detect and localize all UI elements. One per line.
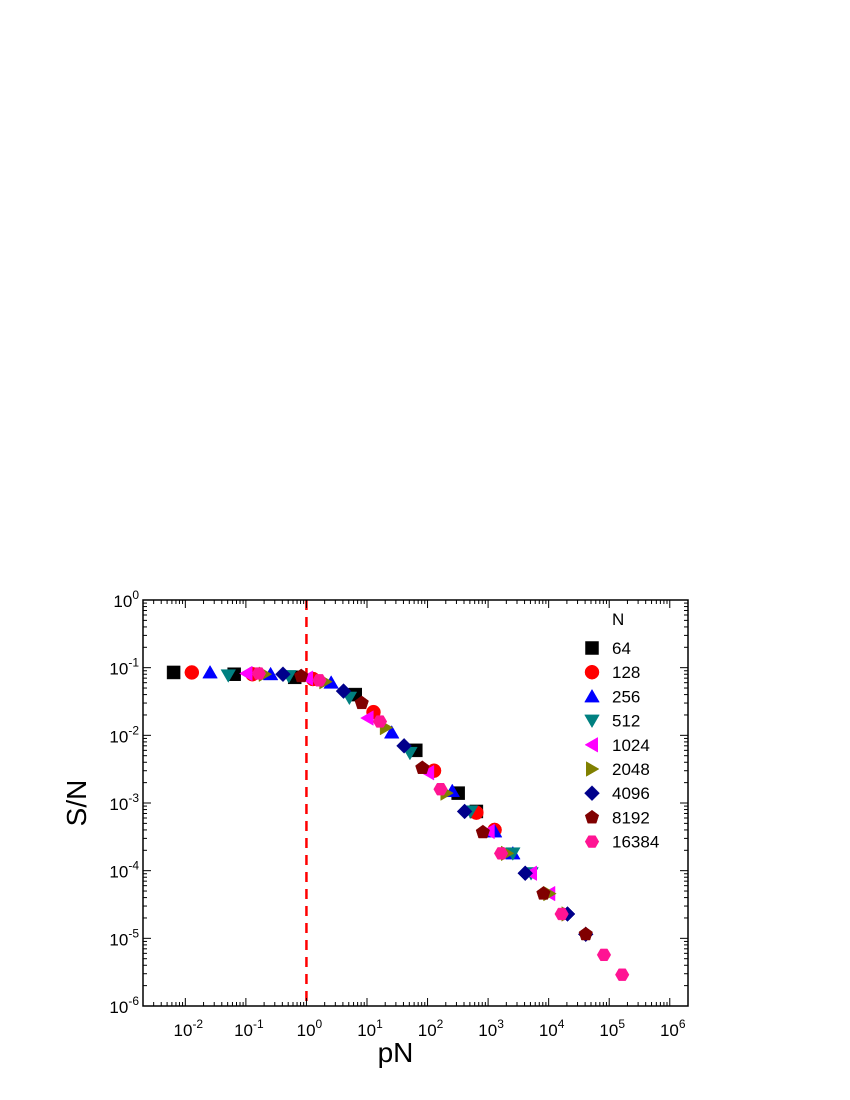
x-tick-label: 102 (418, 1017, 444, 1040)
legend-label: 64 (612, 639, 631, 658)
y-tick-label: 10-3 (109, 791, 139, 814)
data-point-1024 (239, 665, 253, 682)
y-tick-label: 10-2 (109, 723, 139, 746)
legend-marker-8192 (584, 809, 600, 824)
data-point-512 (220, 669, 237, 683)
legend-label: 256 (612, 687, 640, 706)
data-point-16384 (596, 948, 612, 962)
data-point-16384 (493, 847, 509, 860)
data-point-8192 (415, 760, 430, 774)
data-point-8192 (475, 824, 490, 839)
x-tick-label: 101 (357, 1017, 383, 1040)
legend-marker-2048 (586, 761, 600, 777)
data-point-8192 (536, 886, 551, 900)
y-axis-title: S/N (61, 780, 92, 827)
legend-label: 512 (612, 712, 640, 731)
legend-label: 8192 (612, 808, 650, 827)
data-point-4096 (335, 683, 352, 699)
x-tick-label: 106 (660, 1017, 686, 1040)
data-point-8192 (578, 926, 593, 941)
data-point-256 (202, 664, 218, 679)
data-point-16384 (312, 674, 327, 687)
data-point-16384 (433, 783, 448, 796)
x-tick-label: 10-1 (234, 1017, 264, 1040)
data-point-16384 (251, 667, 266, 680)
data-point-16384 (554, 907, 569, 921)
x-tick-label: 100 (297, 1017, 323, 1040)
legend-label: 1024 (612, 736, 650, 755)
data-point-64 (166, 665, 181, 680)
legend-marker-128 (584, 664, 600, 680)
y-tick-label: 10-1 (109, 656, 139, 679)
data-point-256 (383, 725, 400, 739)
legend-label: 2048 (612, 760, 650, 779)
data-point-16384 (615, 968, 630, 981)
x-tick-label: 10-2 (174, 1017, 204, 1040)
plot-area (166, 600, 630, 1006)
y-tick-label: 10-4 (109, 859, 139, 882)
y-tick-label: 100 (113, 588, 139, 611)
legend-marker-64 (585, 641, 599, 655)
legend-label: 16384 (612, 833, 659, 852)
y-tick-label: 10-5 (109, 926, 139, 949)
data-point-4096 (456, 803, 473, 820)
data-point-8192 (294, 668, 309, 683)
data-point-4096 (275, 666, 291, 683)
legend-marker-4096 (584, 785, 600, 802)
x-tick-label: 105 (599, 1017, 625, 1040)
legend: N 64 128 256 512 1024 2048 4096 8192 16384 (584, 610, 659, 852)
data-point-16384 (372, 715, 388, 728)
x-tick-label: 103 (478, 1017, 504, 1040)
legend-marker-16384 (584, 835, 600, 848)
legend-label: 128 (612, 663, 640, 682)
data-point-1024 (360, 710, 374, 726)
data-point-4096 (396, 737, 412, 754)
legend-marker-256 (584, 688, 600, 703)
x-tick-label: 104 (539, 1017, 565, 1040)
axes: 10-2 10-1 100 101 102 103 104 105 106 100 10-1 10-2… (109, 588, 689, 1040)
data-point-4096 (517, 865, 534, 882)
legend-label: 4096 (612, 784, 650, 803)
legend-title: N (612, 610, 624, 629)
legend-marker-1024 (584, 737, 598, 753)
legend-marker-512 (584, 714, 600, 729)
data-point-8192 (354, 695, 369, 710)
plot-frame (142, 599, 689, 1007)
y-tick-label: 10-6 (109, 994, 139, 1017)
data-point-128 (184, 665, 200, 680)
x-axis-title: pN (378, 1037, 414, 1068)
